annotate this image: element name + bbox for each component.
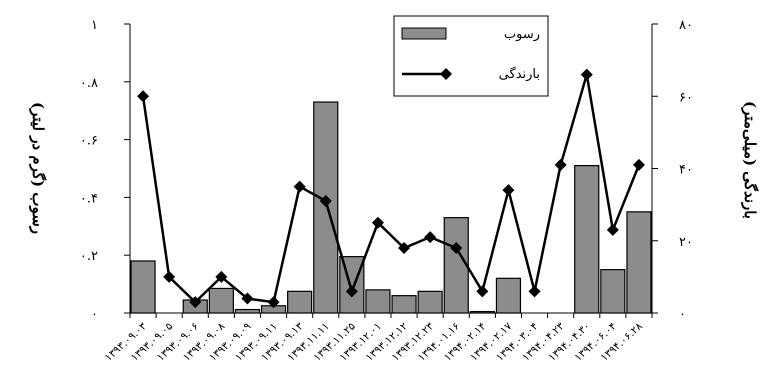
sediment-bar (313, 101, 339, 314)
y-right-tick-label: ۶۰ (679, 90, 693, 105)
rainfall-point (267, 296, 280, 309)
y-left-tick-label: ۰ (91, 307, 98, 322)
y-left-tick-label: ۰.۶ (80, 134, 98, 149)
sediment-bar (234, 308, 261, 314)
legend-bar-swatch (401, 27, 447, 40)
rainfall-point (345, 285, 358, 298)
sediment-bar (600, 269, 626, 314)
rainfall-point (241, 292, 254, 305)
rainfall-point (450, 241, 463, 254)
rainfall-point (476, 285, 489, 298)
sediment-bar (443, 217, 469, 314)
rainfall-point (528, 285, 541, 298)
rainfall-polyline (141, 74, 641, 304)
sediment-bar (495, 277, 522, 314)
sediment-bar (365, 289, 391, 314)
rainfall-point (137, 90, 150, 103)
y-axis-right-title: بارندگی (میلی‌متر) (741, 101, 759, 219)
y-right-tick-label: ۴۰ (679, 163, 693, 178)
rainfall-point (163, 270, 176, 283)
rainfall-point (189, 296, 202, 309)
legend-line-label: بارندگی (499, 66, 540, 82)
rainfall-point (580, 68, 593, 81)
sediment-bar (208, 287, 234, 314)
y-left-tick-label: ۰.۸ (80, 76, 98, 91)
rainfall-point (371, 216, 384, 229)
y-right-tick-label: ۲۰ (679, 235, 693, 250)
rainfall-point (293, 180, 306, 193)
y-left-tick-label: ۰.۴ (80, 191, 98, 206)
y-right-tick-label: ۸۰ (679, 18, 693, 33)
legend-bar-label: رسوب (504, 27, 540, 42)
y-axis-left-title: رسوب (گرم در لیتر) (29, 102, 47, 234)
rainfall-point (554, 158, 567, 171)
y-left-tick-label: ۰.۲ (80, 249, 98, 264)
sediment-bars (130, 101, 652, 314)
rainfall-point (319, 195, 332, 208)
rainfall-point (502, 184, 515, 197)
y-left-tick-label: ۱ (91, 18, 98, 33)
sediment-bar (287, 290, 313, 314)
sediment-bar (574, 165, 600, 314)
rainfall-point (424, 231, 437, 244)
legend: رسوب بارندگی (393, 15, 549, 97)
sediment-bar (391, 295, 417, 314)
sediment-bar (130, 260, 156, 314)
y-right-tick-label: ۰ (679, 307, 686, 322)
rainfall-line (137, 68, 645, 309)
sediment-bar (417, 290, 443, 314)
rainfall-point (606, 223, 619, 236)
rainfall-point (632, 158, 645, 171)
rainfall-point (215, 270, 228, 283)
sediment-bar (626, 211, 652, 314)
legend-line-marker (440, 68, 452, 80)
rainfall-point (398, 241, 411, 254)
